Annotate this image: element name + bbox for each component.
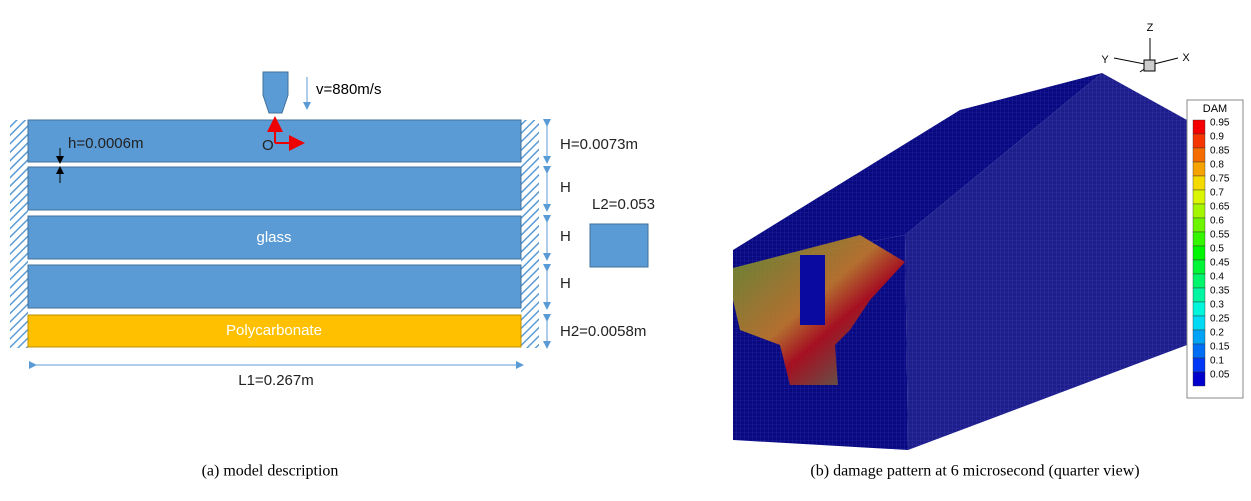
axis-label: Y [1101, 54, 1109, 66]
wall [10, 120, 28, 348]
legend-swatch [1193, 148, 1205, 162]
legend-label: 0.9 [1210, 132, 1224, 143]
axis-label: Z [1147, 22, 1154, 34]
legend-swatch [1193, 190, 1205, 204]
legend-label: 0.8 [1210, 160, 1224, 171]
legend-swatch [1193, 260, 1205, 274]
legend-swatch [1193, 274, 1205, 288]
panel-b: Z Y X DAM 0.95 0.9 0.85 0.8 0.75 0.7 0.65 0.6 0.… [730, 10, 1243, 480]
legend-label: 0.2 [1210, 328, 1224, 339]
legend-label: 0.7 [1210, 188, 1224, 199]
legend-swatch [1193, 218, 1205, 232]
layer-height-label: H=0.0073m [560, 136, 638, 153]
glass-layer [28, 167, 521, 210]
layer-label: H [560, 179, 571, 196]
figure: v=880m/s O h=0.0006m glass Polycarbonate… [0, 0, 1251, 496]
legend-label: 0.15 [1210, 342, 1230, 353]
legend-swatch [1193, 134, 1205, 148]
caption: (a) model description [202, 463, 339, 480]
legend-swatch [1193, 246, 1205, 260]
legend-label: 0.3 [1210, 300, 1224, 311]
glass-layer [28, 265, 521, 308]
legend-label: 0.1 [1210, 356, 1224, 367]
legend-label: 0.6 [1210, 216, 1224, 227]
legend-label: 0.75 [1210, 174, 1230, 185]
axis-label: X [1182, 52, 1190, 64]
velocity-label: v=880m/s [316, 81, 381, 98]
legend-swatch [1193, 120, 1205, 134]
legend-label: 0.85 [1210, 146, 1230, 157]
legend-swatch [1193, 176, 1205, 190]
legend-swatch [1193, 302, 1205, 316]
legend-label: 0.25 [1210, 314, 1230, 325]
legend-label: 0.55 [1210, 230, 1230, 241]
backing-label: Polycarbonate [226, 322, 322, 339]
legend-swatch [1193, 330, 1205, 344]
layer-label: H [560, 228, 571, 245]
legend-swatch [1193, 372, 1205, 386]
legend: DAM 0.95 0.9 0.85 0.8 0.75 0.7 0.65 0.6 0.55 0.5 0… [1187, 100, 1243, 398]
legend-label: 0.95 [1210, 118, 1230, 129]
legend-label: 0.4 [1210, 272, 1224, 283]
legend-swatch [1193, 162, 1205, 176]
backing-height-label: H2=0.0058m [560, 323, 646, 340]
wall [521, 120, 539, 348]
legend-swatch [1193, 316, 1205, 330]
legend-label: 0.5 [1210, 244, 1224, 255]
legend-swatch [1193, 204, 1205, 218]
legend-title: DAM [1203, 103, 1227, 115]
length-label: L1=0.267m [238, 372, 313, 389]
plate-label: L2=0.053 [592, 196, 655, 213]
legend-swatch [1193, 344, 1205, 358]
legend-swatch [1193, 358, 1205, 372]
glass-label: glass [256, 229, 291, 246]
caption: (b) damage pattern at 6 microsecond (qua… [810, 463, 1139, 480]
legend-label: 0.35 [1210, 286, 1230, 297]
legend-label: 0.45 [1210, 258, 1230, 269]
legend-label: 0.05 [1210, 370, 1230, 381]
layer-label: H [560, 275, 571, 292]
legend-label: 0.65 [1210, 202, 1230, 213]
gap-label: h=0.0006m [68, 135, 143, 152]
panel-a: v=880m/s O h=0.0006m glass Polycarbonate… [10, 72, 655, 480]
origin-label: O [262, 137, 274, 154]
projectile [800, 255, 825, 325]
projectile [263, 72, 288, 113]
legend-swatch [1193, 232, 1205, 246]
legend-swatch [1193, 288, 1205, 302]
plate [590, 224, 648, 267]
